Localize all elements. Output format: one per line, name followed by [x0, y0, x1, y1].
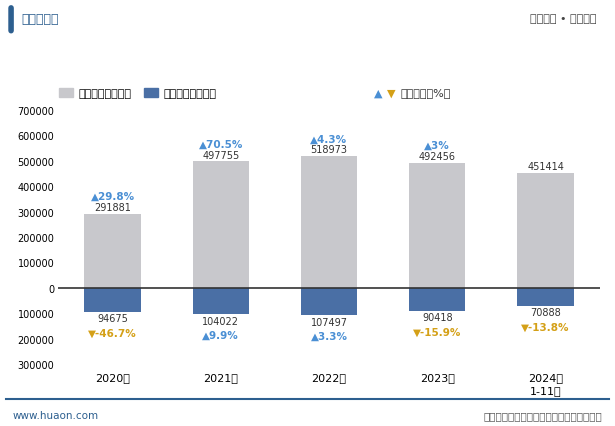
Text: ▲9.9%: ▲9.9%	[202, 330, 239, 340]
Bar	[301, 157, 357, 288]
Text: ▲29.8%: ▲29.8%	[90, 192, 135, 201]
Text: 451414: 451414	[527, 162, 564, 172]
Bar	[84, 288, 141, 312]
Bar	[301, 288, 357, 315]
Bar	[517, 288, 574, 306]
Text: ▼-46.7%: ▼-46.7%	[88, 328, 137, 338]
Bar	[409, 288, 466, 311]
Bar	[192, 162, 249, 288]
Text: ▲3.3%: ▲3.3%	[311, 331, 347, 341]
Text: 2020-2024年11月滁州市商品收发货人所在地进、出口额: 2020-2024年11月滁州市商品收发货人所在地进、出口额	[157, 52, 458, 67]
Text: 104022: 104022	[202, 316, 239, 326]
Text: 291881: 291881	[94, 202, 131, 213]
Text: 数据来源：中国海关，华经产业研究院整理: 数据来源：中国海关，华经产业研究院整理	[484, 410, 603, 420]
Text: ▲: ▲	[374, 88, 383, 98]
Text: 同比增长（%）: 同比增长（%）	[401, 88, 451, 98]
Text: 497755: 497755	[202, 150, 239, 160]
Bar	[84, 214, 141, 288]
Text: ▲3%: ▲3%	[424, 141, 450, 151]
Bar	[517, 174, 574, 288]
Text: ▲4.3%: ▲4.3%	[311, 134, 347, 144]
Text: 70888: 70888	[530, 308, 561, 318]
Text: 专业严谨 • 客观科学: 专业严谨 • 客观科学	[530, 14, 597, 24]
Text: ▼-13.8%: ▼-13.8%	[522, 322, 569, 332]
Legend: 出口额（万美元）, 进口额（万美元）: 出口额（万美元）, 进口额（万美元）	[55, 84, 221, 103]
Text: 492456: 492456	[419, 152, 456, 161]
Text: ▲70.5%: ▲70.5%	[199, 139, 243, 150]
Bar	[192, 288, 249, 314]
Text: www.huaon.com: www.huaon.com	[12, 410, 98, 420]
Bar	[409, 163, 466, 288]
Text: ▼-15.9%: ▼-15.9%	[413, 327, 461, 337]
Text: 华经情报网: 华经情报网	[22, 13, 59, 26]
Text: 94675: 94675	[97, 314, 128, 324]
Text: 107497: 107497	[311, 317, 347, 327]
Text: ▼: ▼	[387, 88, 396, 98]
Text: 518973: 518973	[311, 145, 347, 155]
Text: 90418: 90418	[422, 313, 453, 322]
